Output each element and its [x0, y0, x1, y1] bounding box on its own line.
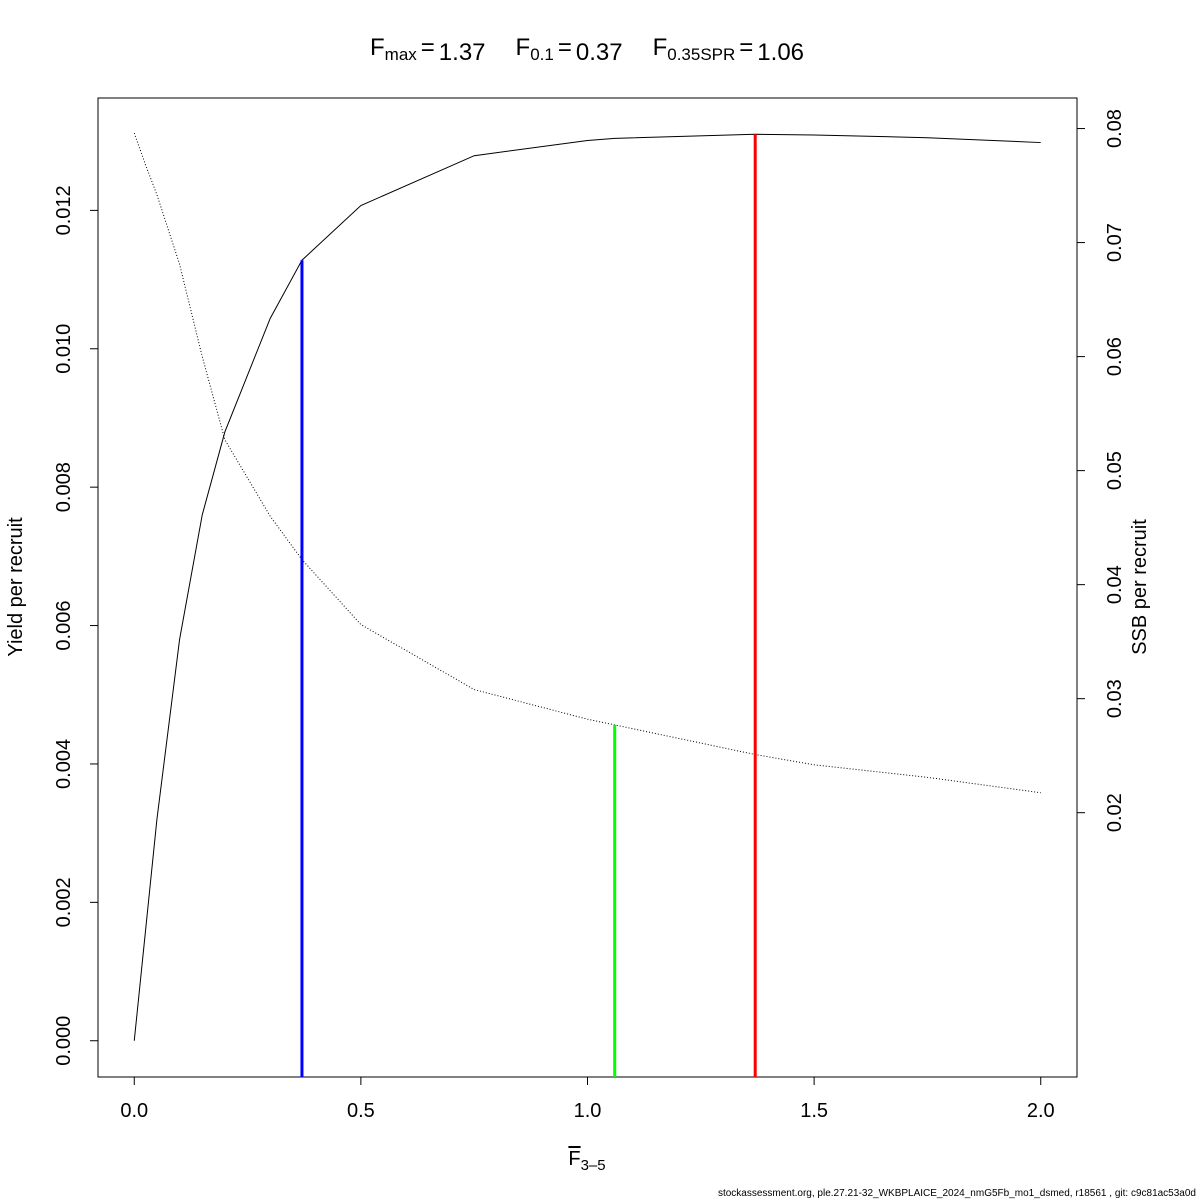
series-line	[133, 133, 1041, 1041]
title-sign: =	[421, 34, 435, 61]
y-tick-label: 0.002	[53, 877, 75, 927]
y-tick-label: 0.012	[53, 185, 75, 235]
title-subscript: 0.35SPR	[667, 45, 735, 64]
x-label-symbol: F	[568, 1148, 580, 1170]
title-sign: =	[558, 34, 572, 61]
title-subscript: 0.1	[530, 45, 554, 64]
x-tick-label: 0.0	[120, 1100, 148, 1122]
y2-tick-label: 0.05	[1104, 451, 1126, 490]
x-tick-label: 1.0	[574, 1100, 602, 1122]
title-symbol: F	[516, 34, 531, 61]
y2-tick-label: 0.06	[1104, 337, 1126, 376]
title-value: 0.37	[576, 39, 623, 66]
y2-tick-label: 0.03	[1104, 679, 1126, 718]
plot-frame	[97, 97, 1078, 1078]
x-tick-label: 2.0	[1027, 1100, 1055, 1122]
y2-axis-label: SSB per recruit	[1129, 519, 1151, 655]
y2-tick-label: 0.07	[1104, 223, 1126, 262]
title-symbol: F	[370, 34, 385, 61]
title-value: 1.06	[757, 39, 804, 66]
chart-title: Fmax = 1.37 F0.1 = 0.37 F0.35SPR = 1.06	[370, 34, 804, 66]
y-tick-label: 0.004	[53, 739, 75, 789]
title-symbol: F	[653, 34, 668, 61]
x-tick-label: 0.5	[347, 1100, 375, 1122]
y-axis-label: Yield per recruit	[5, 517, 27, 657]
x-axis-label: F3–5	[568, 1148, 605, 1174]
title-value: 1.37	[439, 39, 486, 66]
x-label-subscript: 3–5	[581, 1157, 606, 1174]
y-tick-label: 0.010	[53, 324, 75, 374]
y-tick-label: 0.006	[53, 601, 75, 651]
title-subscript: max	[385, 45, 418, 64]
y2-tick-label: 0.08	[1104, 109, 1126, 148]
x-tick-label: 1.5	[800, 1100, 828, 1122]
y2-tick-label: 0.04	[1104, 565, 1126, 604]
footer: stockassessment.org, ple.27.21-32_WKBPLA…	[718, 1188, 1196, 1199]
y-tick-label: 0.000	[53, 1016, 75, 1066]
title-sign: =	[739, 34, 753, 61]
y-tick-label: 0.008	[53, 462, 75, 512]
series-line	[133, 132, 1041, 794]
y2-tick-label: 0.02	[1104, 793, 1126, 832]
